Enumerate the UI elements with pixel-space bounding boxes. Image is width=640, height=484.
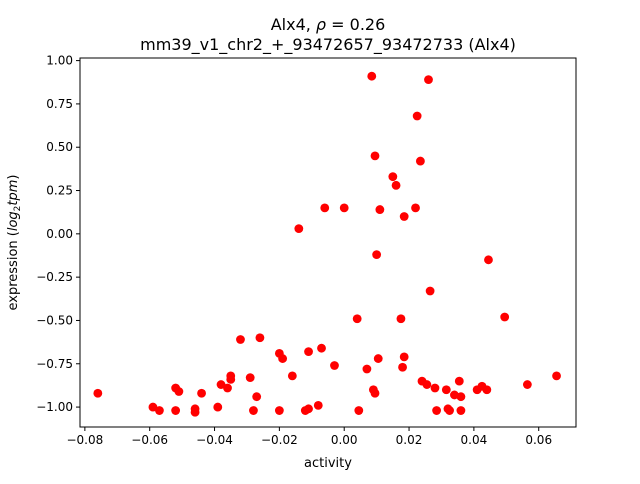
data-point xyxy=(226,374,236,384)
data-point xyxy=(255,333,265,343)
data-point xyxy=(354,406,364,415)
data-point xyxy=(93,388,103,398)
data-point xyxy=(430,383,440,393)
data-point xyxy=(304,347,313,357)
chart-title-line2: mm39_v1_chr2_+_93472657_93472733 (Alx4) xyxy=(140,35,516,55)
data-point xyxy=(391,180,401,190)
data-point xyxy=(388,172,398,182)
data-point xyxy=(313,400,323,410)
data-point xyxy=(367,71,377,81)
data-point xyxy=(148,402,158,412)
data-points xyxy=(93,71,561,417)
data-point xyxy=(432,406,442,415)
data-point xyxy=(274,406,284,415)
x-tick-label: 0.06 xyxy=(525,433,552,447)
data-point xyxy=(362,364,372,374)
x-tick-label: 0.02 xyxy=(396,433,423,447)
plot-area-frame xyxy=(79,57,577,428)
data-point xyxy=(482,385,492,395)
data-point xyxy=(454,376,464,386)
x-tick-label: 0.04 xyxy=(461,433,488,447)
data-point xyxy=(411,203,420,213)
data-point xyxy=(445,406,454,415)
data-point xyxy=(339,203,349,213)
x-tick-label: −0.02 xyxy=(261,433,298,447)
x-tick-label: −0.08 xyxy=(66,433,103,447)
data-point xyxy=(223,383,232,393)
data-point xyxy=(375,205,385,214)
data-point xyxy=(197,388,206,398)
data-point xyxy=(278,354,288,363)
data-point xyxy=(425,286,435,296)
data-point xyxy=(422,380,432,389)
y-tick-label: −0.75 xyxy=(36,357,73,371)
data-point xyxy=(216,380,226,389)
x-tick-label: −0.04 xyxy=(196,433,233,447)
data-point xyxy=(245,373,255,383)
data-point xyxy=(370,151,380,161)
data-point xyxy=(412,111,422,121)
y-tick-label: 0.75 xyxy=(46,97,73,111)
x-axis-ticks: −0.08 −0.06 −0.04 −0.02 0.00 0.02 0.04 0.06 xyxy=(66,427,552,447)
data-point xyxy=(294,224,304,234)
data-point xyxy=(424,75,433,85)
data-point xyxy=(373,354,383,363)
data-point xyxy=(213,402,223,412)
data-point xyxy=(484,255,493,265)
data-point xyxy=(317,343,326,353)
data-point xyxy=(190,407,200,417)
y-tick-label: 1.00 xyxy=(46,54,73,68)
data-point xyxy=(552,371,561,381)
data-point xyxy=(171,406,181,415)
chart-title-line1: Alx4, ρ = 0.26 xyxy=(271,15,386,34)
data-point xyxy=(252,392,262,402)
y-axis-ticks: 1.00 0.75 0.50 0.25 0.00 −0.25 −0.50 −0.75 −1.00 xyxy=(36,54,80,414)
data-point xyxy=(287,371,297,381)
data-point xyxy=(236,335,245,344)
x-tick-label: −0.06 xyxy=(131,433,168,447)
data-point xyxy=(352,314,362,324)
x-tick-label: 0.00 xyxy=(331,433,358,447)
data-point xyxy=(396,314,406,324)
y-tick-label: 0.00 xyxy=(46,227,73,241)
y-tick-label: −0.25 xyxy=(36,270,73,284)
y-tick-label: −1.00 xyxy=(36,400,73,414)
data-point xyxy=(398,362,407,372)
y-tick-label: 0.50 xyxy=(46,140,73,154)
data-point xyxy=(399,352,409,362)
y-axis-label: expression (log2tpm) xyxy=(6,175,23,311)
data-point xyxy=(304,404,313,414)
data-point xyxy=(456,392,466,402)
data-point xyxy=(372,250,382,260)
data-point xyxy=(441,385,451,395)
x-axis-label: activity xyxy=(304,456,352,471)
data-point xyxy=(320,203,330,213)
data-point xyxy=(522,380,532,389)
y-tick-label: 0.25 xyxy=(46,184,73,198)
data-point xyxy=(370,388,380,398)
data-point xyxy=(415,156,425,166)
data-point xyxy=(174,387,184,396)
data-point xyxy=(155,406,164,415)
data-point xyxy=(399,212,409,221)
data-point xyxy=(249,406,258,415)
data-point xyxy=(500,312,510,322)
data-point xyxy=(330,361,339,370)
y-tick-label: −0.50 xyxy=(36,313,73,327)
data-point xyxy=(456,406,466,415)
